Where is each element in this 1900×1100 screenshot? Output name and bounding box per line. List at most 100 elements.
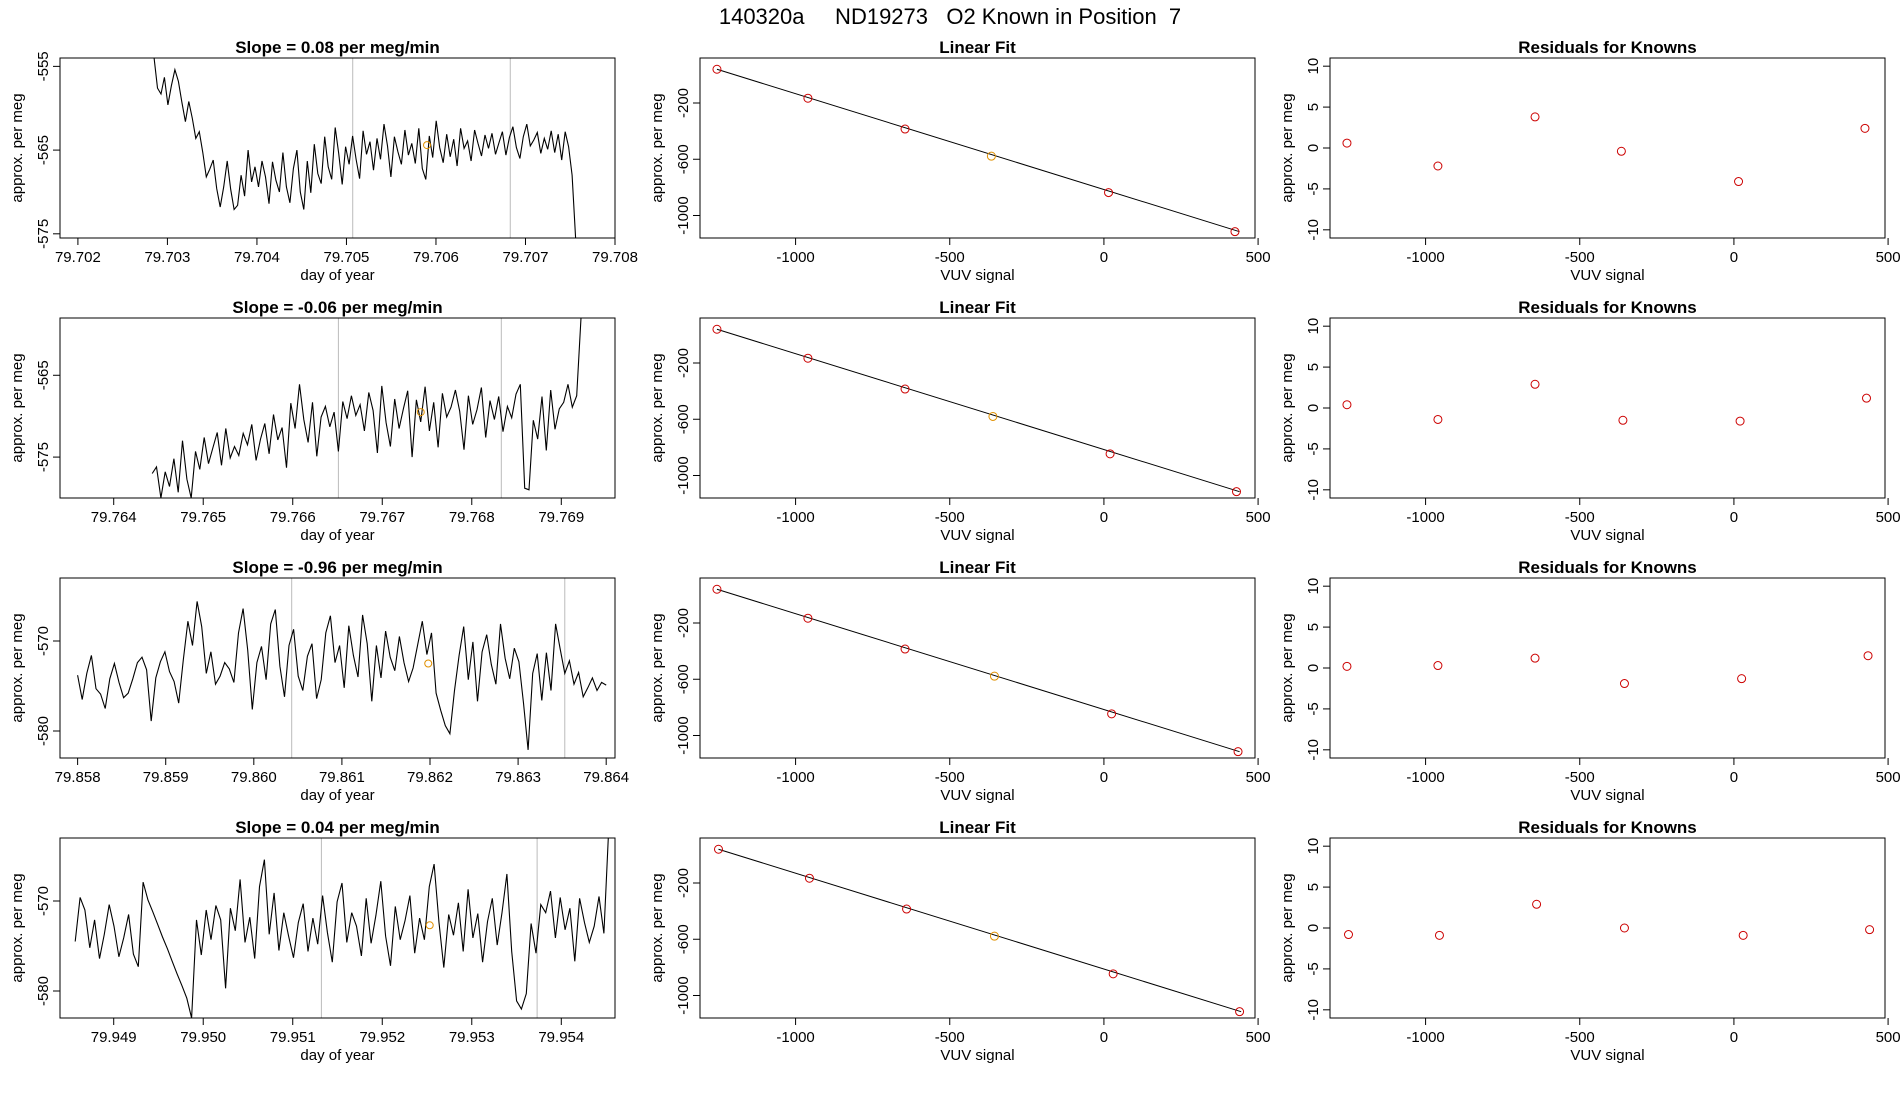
x-tick-label: 79.704 — [234, 249, 280, 266]
x-tick-label: 79.706 — [413, 249, 459, 266]
x-tick-label: 79.765 — [180, 509, 226, 526]
panel-4-1: Slope = 0.04 per meg/min 79.949 79.950 79.9… — [9, 818, 616, 1064]
panel-2-1: Slope = -0.06 per meg/min 79.764 79.765 79.… — [9, 298, 616, 544]
highlight-marker — [416, 408, 425, 417]
x-tick-label: 500 — [1246, 249, 1271, 266]
x-tick-label: 79.708 — [592, 249, 638, 266]
x-tick-label: 79.858 — [55, 769, 101, 786]
data-point — [712, 584, 722, 594]
x-tick-label: 500 — [1246, 769, 1271, 786]
x-tick-label: 0 — [1730, 769, 1738, 786]
data-point — [712, 64, 722, 74]
y-tick-label: -10 — [1305, 479, 1322, 501]
plot-frame — [59, 317, 616, 499]
data-point — [1862, 393, 1871, 403]
panel-title: Slope = 0.04 per meg/min — [235, 818, 440, 837]
data-point — [900, 384, 910, 394]
y-tick-label: -10 — [1305, 739, 1322, 761]
panel-title: Linear Fit — [939, 298, 1016, 317]
y-tick-label: 10 — [1305, 578, 1322, 595]
y-tick-label: 0 — [1305, 664, 1322, 672]
y-tick-label: 5 — [1305, 363, 1322, 371]
y-axis-label: approx. per meg — [1279, 873, 1296, 982]
fit-line — [718, 848, 1242, 1013]
fit-line — [716, 328, 1240, 493]
x-tick-label: -1000 — [776, 249, 814, 266]
y-tick-label: -1000 — [675, 976, 692, 1014]
panel-3-2: Linear Fit -1000 -500 0 500 VUV signal -200 -60… — [649, 558, 1271, 804]
y-tick-label: -600 — [675, 144, 692, 174]
data-point — [1616, 146, 1626, 156]
data-point — [1865, 925, 1875, 935]
x-axis-label: VUV signal — [1570, 527, 1644, 544]
panel-title: Residuals for Knowns — [1518, 558, 1697, 577]
known-point — [989, 671, 999, 681]
y-axis-label: approx. per meg — [1279, 93, 1296, 202]
x-tick-label: -500 — [935, 769, 965, 786]
plot-area — [151, 318, 582, 498]
x-tick-label: -500 — [935, 249, 965, 266]
data-point — [1342, 400, 1352, 410]
x-tick-label: 79.863 — [495, 769, 541, 786]
plot-area — [77, 578, 607, 758]
plot-area — [716, 68, 1240, 233]
known-point — [986, 151, 996, 161]
x-tick-label: 0 — [1100, 769, 1108, 786]
x-tick-label: 79.707 — [503, 249, 549, 266]
y-tick-label: -1000 — [675, 456, 692, 494]
data-point — [1107, 709, 1117, 719]
plot-frame — [1329, 577, 1886, 759]
plot-frame — [699, 57, 1256, 239]
panel-title: Slope = -0.06 per meg/min — [232, 298, 442, 317]
plot-frame — [59, 57, 616, 239]
x-tick-label: 79.769 — [538, 509, 584, 526]
y-tick-label: -575 — [35, 442, 52, 472]
x-tick-label: 500 — [1876, 1029, 1900, 1046]
data-point — [1105, 449, 1115, 459]
panel-1-2: Linear Fit -1000 -500 0 500 VUV signal -200 -60… — [649, 38, 1271, 284]
x-axis-label: VUV signal — [940, 787, 1014, 804]
data-point — [1530, 653, 1540, 663]
y-tick-label: 5 — [1305, 883, 1322, 891]
y-tick-label: -600 — [675, 404, 692, 434]
y-tick-label: -570 — [35, 886, 52, 916]
y-tick-label: -5 — [1305, 702, 1322, 715]
x-tick-label: -500 — [1565, 509, 1595, 526]
plot-frame — [699, 577, 1256, 759]
x-tick-label: -1000 — [1406, 1029, 1444, 1046]
data-trace — [77, 601, 607, 750]
x-axis-label: day of year — [300, 527, 374, 544]
x-tick-label: -1000 — [1406, 249, 1444, 266]
x-tick-label: 500 — [1246, 509, 1271, 526]
x-axis-label: day of year — [300, 1047, 374, 1064]
panel-title: Linear Fit — [939, 38, 1016, 57]
data-point — [1734, 177, 1744, 187]
data-point — [1342, 138, 1352, 148]
x-tick-label: 0 — [1100, 249, 1108, 266]
x-tick-label: 79.766 — [270, 509, 316, 526]
x-tick-label: -1000 — [776, 1029, 814, 1046]
y-tick-label: -600 — [675, 924, 692, 954]
x-axis-label: VUV signal — [1570, 267, 1644, 284]
y-tick-label: -200 — [675, 868, 692, 898]
y-tick-label: -580 — [35, 976, 52, 1006]
data-point — [1342, 661, 1352, 671]
data-point — [804, 873, 814, 883]
x-tick-label: -500 — [1565, 769, 1595, 786]
highlight-marker — [423, 141, 432, 150]
y-axis-label: approx. per meg — [9, 873, 26, 982]
y-tick-label: -600 — [675, 664, 692, 694]
data-point — [803, 93, 813, 103]
x-tick-label: -1000 — [776, 769, 814, 786]
panel-title: Slope = 0.08 per meg/min — [235, 38, 440, 57]
panel-title: Residuals for Knowns — [1518, 298, 1697, 317]
known-point — [989, 931, 999, 941]
y-tick-label: 10 — [1305, 838, 1322, 855]
x-tick-label: 500 — [1876, 509, 1900, 526]
known-point — [988, 411, 998, 421]
data-point — [1863, 651, 1873, 661]
y-axis-label: approx. per meg — [9, 93, 26, 202]
y-axis-label: approx. per meg — [649, 873, 666, 982]
x-tick-label: 79.703 — [144, 249, 190, 266]
y-tick-label: -565 — [35, 360, 52, 390]
